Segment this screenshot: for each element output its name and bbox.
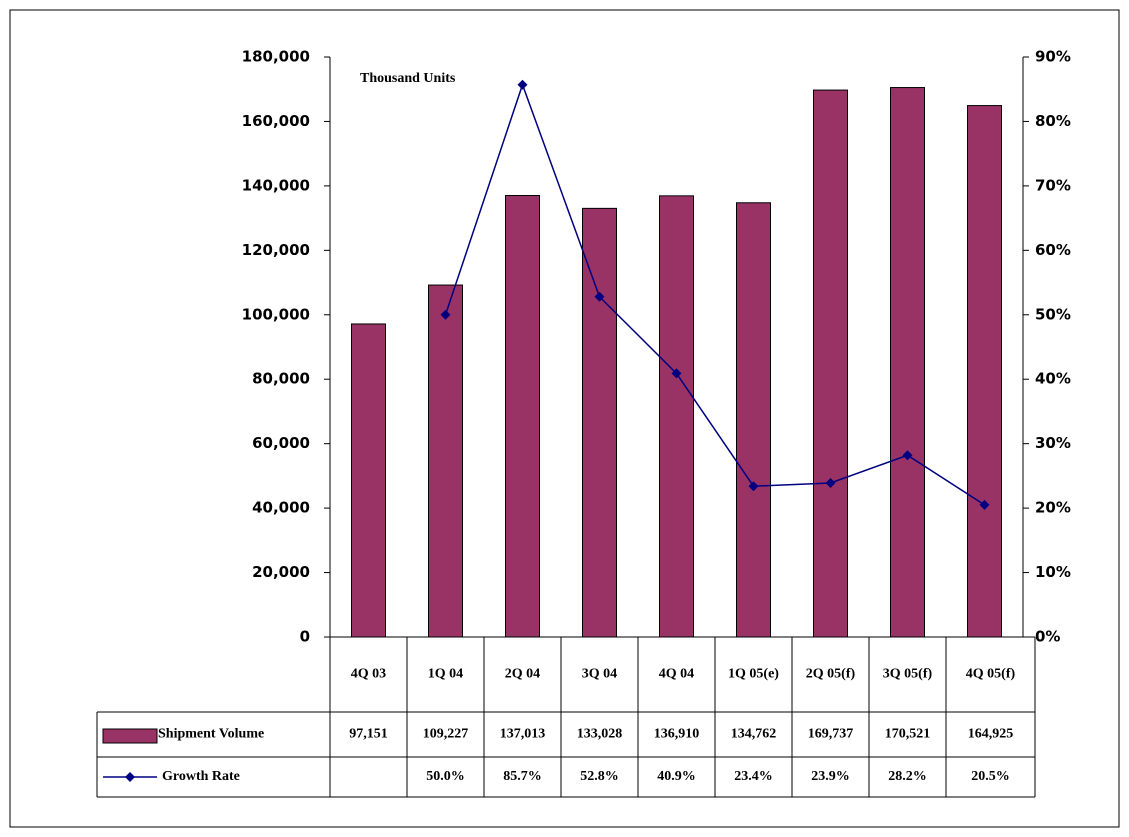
- y2-tick-label: 80%: [1035, 112, 1071, 130]
- bar: [890, 87, 925, 638]
- legend-label: Growth Rate: [162, 769, 240, 784]
- bar: [736, 202, 771, 638]
- x-tick-label: 1Q 04: [428, 667, 463, 682]
- x-tick-label: 3Q 04: [582, 667, 617, 682]
- y-tick-label: 20,000: [252, 563, 310, 581]
- x-tick-label: 4Q 04: [659, 667, 694, 682]
- x-tick-label: 2Q 05(f): [806, 667, 856, 682]
- table-value: 133,028: [577, 727, 623, 742]
- table-value: 97,151: [349, 727, 388, 742]
- bar: [428, 284, 463, 638]
- y2-tick-label: 10%: [1035, 563, 1071, 581]
- x-tick-label: 4Q 05(f): [966, 667, 1016, 682]
- y-tick-label: 100,000: [242, 305, 310, 323]
- y-tick-label: 60,000: [252, 434, 310, 452]
- legend-marker: [125, 772, 135, 782]
- bar: [967, 105, 1002, 638]
- x-tick-label: 2Q 04: [505, 667, 540, 682]
- table-value: 28.2%: [888, 769, 927, 784]
- table-value: 137,013: [500, 727, 546, 742]
- y-tick-label: 140,000: [242, 176, 310, 194]
- annotation: Thousand Units: [360, 71, 456, 86]
- table-value: 164,925: [968, 727, 1014, 742]
- table-value: 52.8%: [580, 769, 619, 784]
- y-tick-label: 120,000: [242, 241, 310, 259]
- bar: [505, 195, 540, 638]
- table-value: 23.4%: [734, 769, 773, 784]
- growth-marker: [825, 477, 836, 488]
- y-tick-label: 40,000: [252, 499, 310, 517]
- y2-tick-label: 40%: [1035, 370, 1071, 388]
- y-tick-label: 0: [300, 628, 310, 646]
- x-tick-label: 1Q 05(e): [728, 667, 779, 682]
- y2-tick-label: 90%: [1035, 48, 1071, 66]
- y2-tick-label: 30%: [1035, 434, 1071, 452]
- table-value: 20.5%: [971, 769, 1010, 784]
- y2-tick-label: 70%: [1035, 176, 1071, 194]
- y2-tick-label: 0%: [1035, 628, 1060, 646]
- y2-tick-label: 50%: [1035, 305, 1071, 323]
- growth-marker: [594, 291, 605, 302]
- growth-marker: [902, 450, 913, 461]
- y-tick-label: 80,000: [252, 370, 310, 388]
- growth-marker: [748, 481, 759, 492]
- growth-marker: [517, 79, 528, 90]
- bar: [351, 323, 386, 638]
- x-tick-label: 4Q 03: [351, 667, 386, 682]
- table-value: 136,910: [654, 727, 700, 742]
- y2-tick-label: 60%: [1035, 241, 1071, 259]
- growth-marker: [979, 499, 990, 510]
- table-value: 40.9%: [657, 769, 696, 784]
- table-value: 109,227: [423, 727, 469, 742]
- growth-marker: [440, 309, 451, 320]
- legend-label: Shipment Volume: [158, 727, 264, 742]
- legend-swatch: [102, 728, 158, 744]
- table-value: 134,762: [731, 727, 777, 742]
- growth-line: [444, 82, 985, 506]
- table-value: 169,737: [808, 727, 854, 742]
- chart-frame: [9, 9, 1120, 828]
- table-value: 170,521: [885, 727, 931, 742]
- y-tick-label: 180,000: [242, 48, 310, 66]
- bar: [582, 207, 617, 638]
- y-tick-label: 160,000: [242, 112, 310, 130]
- table-value: 23.9%: [811, 769, 850, 784]
- x-tick-label: 3Q 05(f): [883, 667, 933, 682]
- table-value: 50.0%: [426, 769, 465, 784]
- y2-tick-label: 20%: [1035, 499, 1071, 517]
- growth-marker: [671, 368, 682, 379]
- bar: [813, 89, 848, 638]
- bar: [659, 195, 694, 638]
- table-value: 85.7%: [503, 769, 542, 784]
